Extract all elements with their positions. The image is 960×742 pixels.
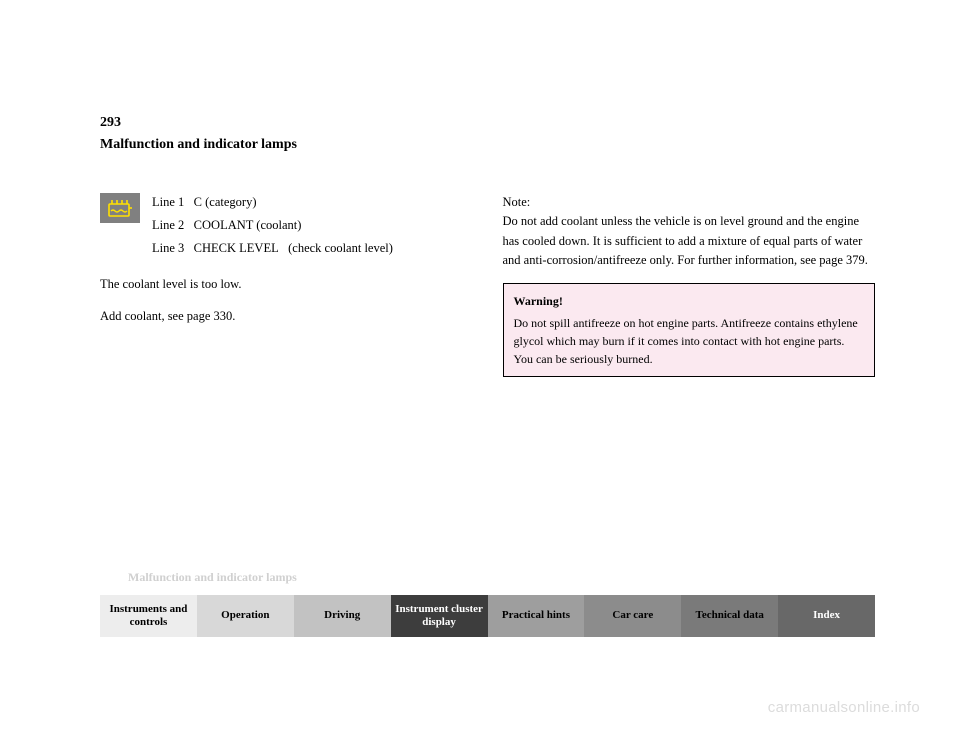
line3: Line 3 CHECK LEVEL (check coolant level) (152, 239, 393, 258)
line1: Line 1 C (category) (152, 193, 393, 212)
line2-text: COOLANT (coolant) (194, 218, 302, 232)
line1-text: C (category) (194, 195, 257, 209)
nav-bar: Instruments and controls Operation Drivi… (100, 595, 875, 637)
page-number: 293 (100, 115, 875, 131)
nav-tab-driving[interactable]: Driving (294, 595, 391, 637)
indicator-row: Line 1 C (category) Line 2 COOLANT (cool… (100, 193, 473, 261)
coolant-level-icon (100, 193, 140, 223)
section-title: Malfunction and indicator lamps (100, 137, 875, 153)
nav-tab-car-care[interactable]: Car care (584, 595, 681, 637)
footer-ghost-title: Malfunction and indicator lamps (128, 570, 297, 585)
nav-tab-operation[interactable]: Operation (197, 595, 294, 637)
nav-tab-instruments[interactable]: Instruments and controls (100, 595, 197, 637)
line2-label: Line 2 (152, 218, 184, 232)
right-column: Note: Do not add coolant unless the vehi… (503, 193, 876, 377)
nav-tab-index[interactable]: Index (778, 595, 875, 637)
note-paragraph: Note: Do not add coolant unless the vehi… (503, 193, 876, 271)
paragraph: The coolant level is too low. (100, 275, 473, 294)
watermark: carmanualsonline.info (768, 699, 920, 716)
warning-text: Do not spill antifreeze on hot engine pa… (514, 316, 858, 366)
note-text: Do not add coolant unless the vehicle is… (503, 214, 868, 267)
line1-label: Line 1 (152, 195, 184, 209)
nav-tab-practical-hints[interactable]: Practical hints (488, 595, 585, 637)
indicator-description: Line 1 C (category) Line 2 COOLANT (cool… (152, 193, 393, 261)
line2: Line 2 COOLANT (coolant) (152, 216, 393, 235)
two-column-layout: Line 1 C (category) Line 2 COOLANT (cool… (100, 193, 875, 377)
note-label: Note: (503, 195, 531, 209)
nav-tab-technical-data[interactable]: Technical data (681, 595, 778, 637)
paragraph: Add coolant, see page 330. (100, 307, 473, 326)
left-column: Line 1 C (category) Line 2 COOLANT (cool… (100, 193, 473, 377)
line3-text: CHECK LEVEL (check coolant level) (194, 241, 393, 255)
manual-page: 293 Malfunction and indicator lamps L (100, 115, 875, 377)
line3-label: Line 3 (152, 241, 184, 255)
warning-title: Warning! (514, 292, 865, 310)
warning-box: Warning! Do not spill antifreeze on hot … (503, 283, 876, 377)
nav-tab-instrument-cluster[interactable]: Instrument cluster display (391, 595, 488, 637)
